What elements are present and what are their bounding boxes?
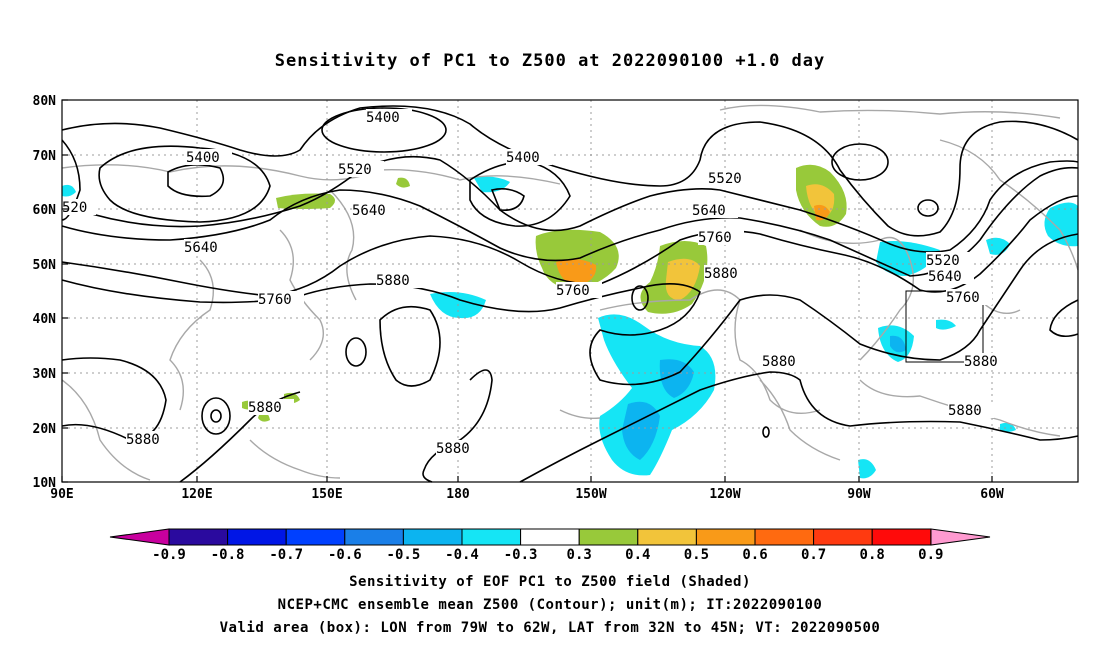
contour-label: 5640 xyxy=(184,240,218,256)
contour-label: 5880 xyxy=(436,441,470,457)
colorbar-label: 0.3 xyxy=(567,547,592,563)
positive-shade xyxy=(556,259,597,286)
lat-label: 30N xyxy=(33,367,57,382)
contour-label: 520 xyxy=(62,200,87,216)
caption-valid-area: Valid area (box): LON from 79W to 62W, L… xyxy=(219,620,881,636)
z500-contours xyxy=(61,105,1079,483)
contour-label: 5520 xyxy=(338,162,372,178)
contour-labels: 5400 5400 5400 5520 5520 5520 520 5640 5… xyxy=(62,109,1010,457)
colorbar-label: -0.7 xyxy=(269,547,303,563)
colorbar-label: -0.9 xyxy=(152,547,186,563)
contour-label: 5520 xyxy=(926,253,960,269)
tick-marks xyxy=(61,99,993,483)
colorbar-label: -0.8 xyxy=(211,547,245,563)
contour-label: 5880 xyxy=(704,266,738,282)
contour-label: 5640 xyxy=(352,203,386,219)
contour-label: 5760 xyxy=(946,290,980,306)
contour-label: 5880 xyxy=(762,354,796,370)
lon-label: 60W xyxy=(980,487,1004,502)
colorbar-cell xyxy=(168,528,229,546)
contour-label: 5640 xyxy=(928,269,962,285)
colorbar-label: -0.5 xyxy=(387,547,421,563)
colorbar-cell xyxy=(695,528,756,546)
colorbar-label: 0.9 xyxy=(918,547,943,563)
contour-label: 5760 xyxy=(258,292,292,308)
contour-label: 5760 xyxy=(556,283,590,299)
lat-label: 40N xyxy=(33,312,57,327)
valid-area-box xyxy=(905,290,984,363)
negative-shade xyxy=(858,459,876,479)
contour-label: 5880 xyxy=(948,403,982,419)
colorbar-cell xyxy=(402,528,463,546)
caption-contour: NCEP+CMC ensemble mean Z500 (Contour); u… xyxy=(277,597,823,613)
lon-label: 120E xyxy=(181,487,212,502)
colorbar-label: 0.6 xyxy=(742,547,767,563)
colorbar-cell xyxy=(813,528,873,546)
contour-label: 5880 xyxy=(248,400,282,416)
contour-label: 5400 xyxy=(366,110,400,126)
lon-label: 180 xyxy=(446,487,470,502)
lat-label: 50N xyxy=(33,258,57,273)
lat-lon-grid xyxy=(62,100,1078,482)
negative-shade xyxy=(62,184,76,197)
colorbar-cell xyxy=(871,528,932,546)
colorbar-label: 0.5 xyxy=(684,547,709,563)
lon-label: 150E xyxy=(311,487,342,502)
colorbar-label: 0.7 xyxy=(801,547,826,563)
caption-shaded: Sensitivity of EOF PC1 to Z500 field (Sh… xyxy=(349,574,751,590)
lon-label: 120W xyxy=(709,487,740,502)
contour-label: 5880 xyxy=(376,273,410,289)
colorbar-label: 0.4 xyxy=(625,547,650,563)
negative-shade xyxy=(1044,202,1078,247)
colorbar-cell xyxy=(637,528,697,546)
contour-label: 5880 xyxy=(964,354,998,370)
negative-shade xyxy=(622,401,660,460)
colorbar-label: -0.4 xyxy=(445,547,479,563)
negative-shade xyxy=(598,314,716,476)
lon-label: 90E xyxy=(50,487,73,502)
contour-label: 5520 xyxy=(708,171,742,187)
contour-label: 5640 xyxy=(692,203,726,219)
colorbar: -0.9 -0.8 -0.7 -0.6 -0.5 -0.4 -0.3 0.3 0.4 0.5 0.6… xyxy=(109,528,991,563)
colorbar-cell xyxy=(520,528,580,546)
colorbar-label: 0.8 xyxy=(860,547,885,563)
positive-shade xyxy=(665,258,700,300)
colorbar-cell xyxy=(344,528,404,546)
positive-shade xyxy=(276,193,335,209)
lat-label: 70N xyxy=(33,149,57,164)
colorbar-cell xyxy=(461,528,522,546)
lat-label: 20N xyxy=(33,422,57,437)
negative-shade xyxy=(986,237,1010,255)
map-frame xyxy=(61,99,1079,483)
colorbar-high-arrow xyxy=(930,528,991,546)
lat-label: 80N xyxy=(33,94,57,109)
colorbar-label: -0.6 xyxy=(328,547,362,563)
colorbar-low-arrow xyxy=(109,528,170,546)
colorbar-cell xyxy=(754,528,815,546)
contour-label: 5760 xyxy=(698,230,732,246)
lon-label: 150W xyxy=(575,487,606,502)
negative-shade xyxy=(936,319,956,330)
map-title: Sensitivity of PC1 to Z500 at 2022090100… xyxy=(274,51,826,71)
lon-label: 90W xyxy=(847,487,871,502)
negative-shade xyxy=(890,335,906,353)
colorbar-cell xyxy=(578,528,639,546)
lat-label: 10N xyxy=(33,476,57,491)
contour-label: 5400 xyxy=(506,150,540,166)
contour-label: 5880 xyxy=(126,432,160,448)
colorbar-cell xyxy=(285,528,346,546)
positive-shade xyxy=(396,177,410,188)
colorbar-cell xyxy=(227,528,287,546)
sensitivity-shading xyxy=(62,164,1078,479)
colorbar-label: -0.3 xyxy=(504,547,538,563)
contour-label: 5400 xyxy=(186,150,220,166)
negative-shade xyxy=(659,359,694,398)
lat-label: 60N xyxy=(33,203,57,218)
